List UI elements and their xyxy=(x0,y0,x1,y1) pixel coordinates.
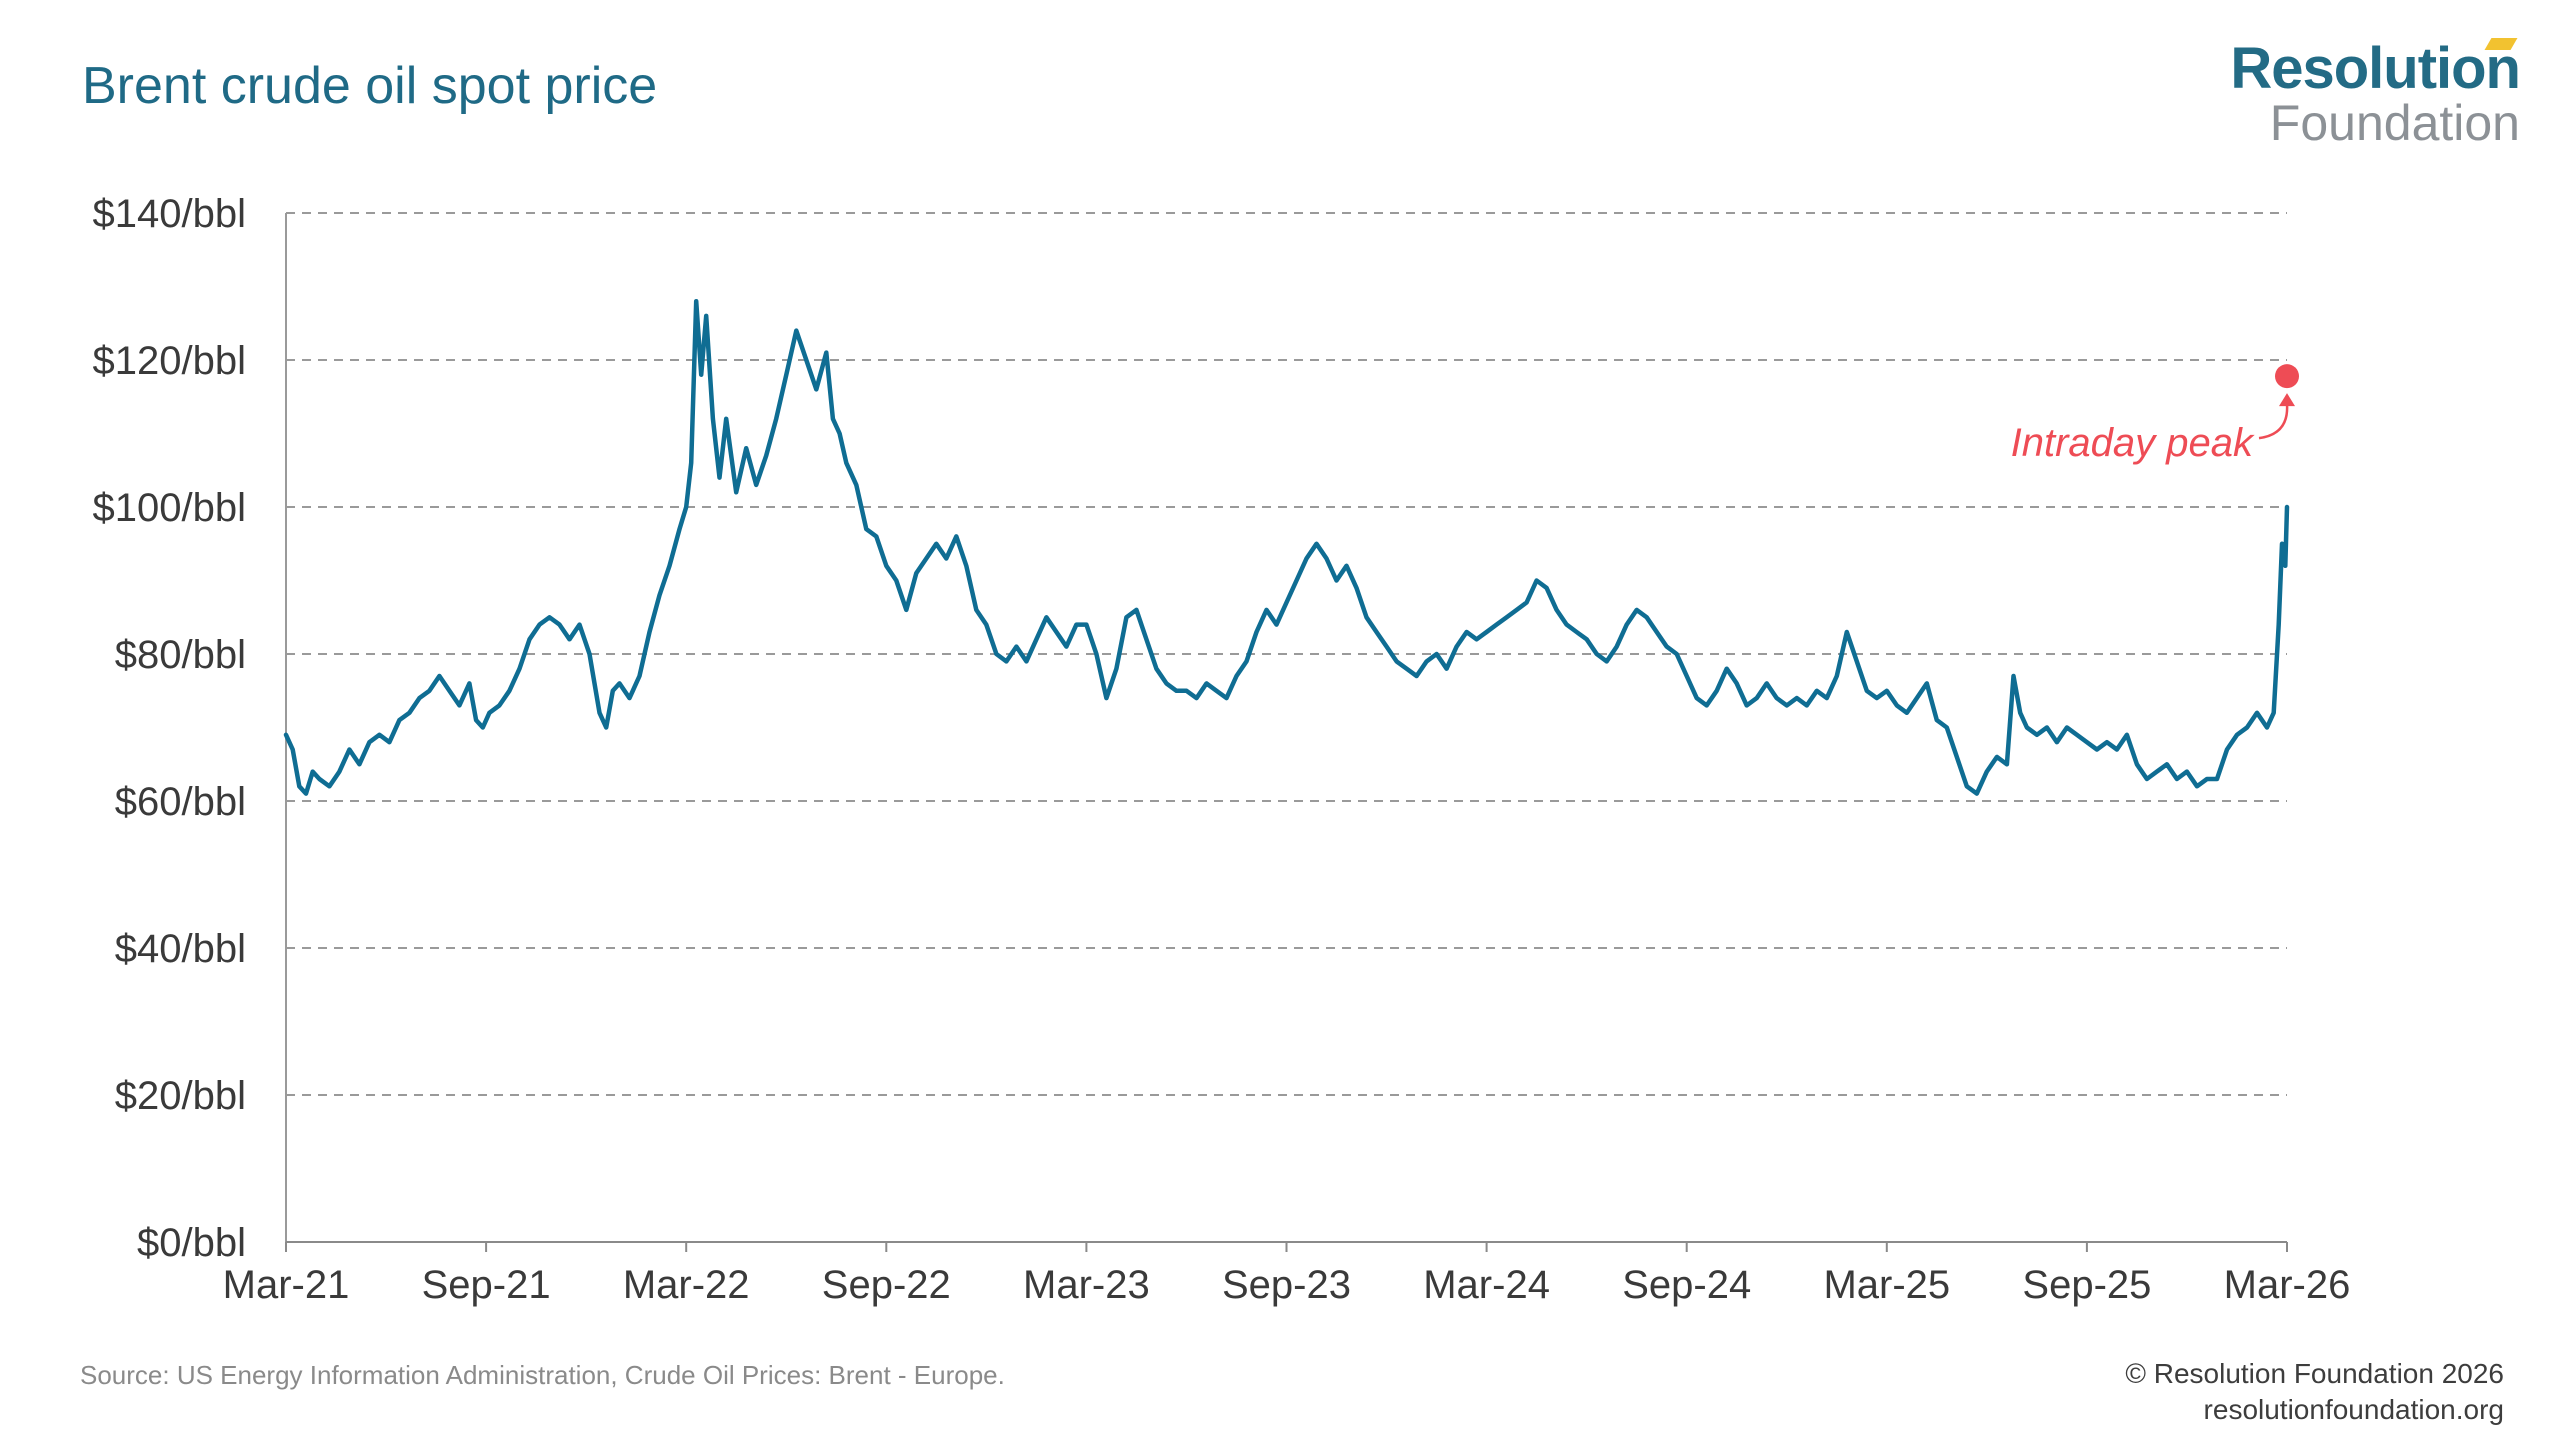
y-tick-label: $20/bbl xyxy=(115,1074,246,1118)
y-tick-label: $120/bbl xyxy=(93,339,246,383)
x-tick-label: Mar-22 xyxy=(623,1263,750,1307)
series-line-brent xyxy=(283,298,2290,796)
annotation-label: Intraday peak xyxy=(2011,421,2255,465)
source-note: Source: US Energy Information Administra… xyxy=(80,1360,1005,1390)
copyright-block: © Resolution Foundation 2026 resolutionf… xyxy=(2125,1356,2504,1428)
annotation-arrowhead xyxy=(2279,393,2295,407)
y-tick-label: $0/bbl xyxy=(137,1221,246,1265)
logo-wordmark-line2: Foundation xyxy=(2269,95,2520,151)
x-tick-label: Sep-21 xyxy=(422,1263,551,1307)
y-tick-label: $140/bbl xyxy=(93,192,246,236)
annotation-arrow xyxy=(2258,404,2289,440)
x-tick-label: Mar-26 xyxy=(2224,1263,2351,1307)
x-tick-label: Mar-21 xyxy=(223,1263,350,1307)
resolution-foundation-logo: Resolution Foundation xyxy=(2200,36,2521,151)
logo-wordmark-line1: Resolution xyxy=(2230,36,2521,101)
x-tick-label: Sep-23 xyxy=(1222,1263,1351,1307)
page-title: Brent crude oil spot price xyxy=(82,57,658,115)
intraday-peak-marker xyxy=(2275,364,2299,389)
x-tick-label: Mar-23 xyxy=(1023,1263,1150,1307)
x-tick-label: Mar-24 xyxy=(1423,1263,1550,1307)
website-text: resolutionfoundation.org xyxy=(2203,1394,2504,1425)
y-tick-label: $80/bbl xyxy=(115,633,246,677)
copyright-text: © Resolution Foundation 2026 xyxy=(2125,1358,2504,1389)
y-tick-label: $60/bbl xyxy=(115,780,246,824)
x-tick-label: Sep-25 xyxy=(2022,1263,2151,1307)
y-tick-label: $40/bbl xyxy=(115,927,246,971)
x-tick-label: Mar-25 xyxy=(1823,1263,1950,1307)
y-tick-label: $100/bbl xyxy=(93,486,246,530)
x-tick-label: Sep-22 xyxy=(822,1263,951,1307)
x-tick-label: Sep-24 xyxy=(1622,1263,1751,1307)
